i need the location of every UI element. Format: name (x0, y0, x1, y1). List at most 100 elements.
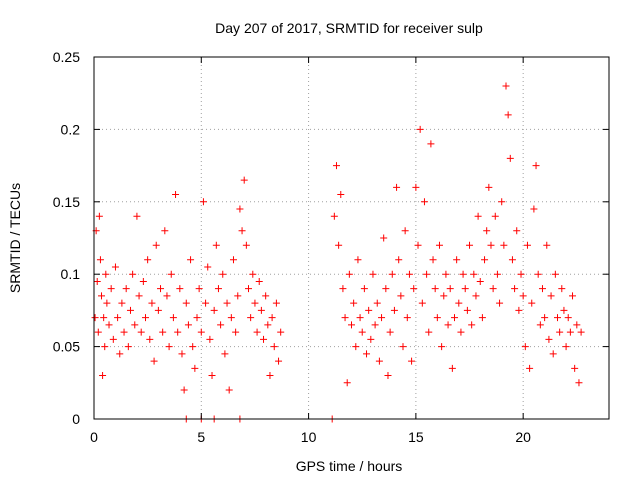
data-point (442, 270, 450, 278)
data-point (429, 256, 437, 264)
x-tick-label: 0 (90, 429, 98, 445)
data-point (468, 321, 476, 329)
data-point (96, 256, 104, 264)
data-point (95, 212, 103, 220)
data-point (405, 270, 413, 278)
data-point (275, 357, 283, 365)
data-point (165, 343, 173, 351)
data-point (249, 270, 257, 278)
data-point (277, 328, 285, 336)
data-point (150, 357, 158, 365)
data-point (425, 328, 433, 336)
data-point (515, 306, 523, 314)
data-point (491, 212, 499, 220)
data-point (556, 328, 564, 336)
data-point (133, 212, 141, 220)
data-point (217, 321, 225, 329)
data-point (142, 314, 149, 322)
x-tick-label: 20 (515, 429, 531, 445)
data-point (122, 285, 130, 293)
data-point (532, 162, 540, 170)
data-point (420, 198, 428, 206)
data-point (569, 292, 577, 300)
data-point (197, 328, 205, 336)
data-point (101, 343, 109, 351)
data-point (189, 343, 197, 351)
data-point (360, 285, 368, 293)
data-point (551, 270, 559, 278)
data-point (573, 321, 581, 329)
data-point (496, 299, 504, 307)
data-point (129, 270, 137, 278)
data-point (373, 299, 381, 307)
data-point (345, 270, 353, 278)
data-point (431, 285, 439, 293)
data-point (114, 314, 122, 322)
data-point (481, 256, 489, 264)
data-point (395, 256, 403, 264)
data-point (418, 299, 426, 307)
data-point (575, 379, 583, 387)
data-point (242, 241, 250, 249)
data-point (363, 350, 371, 358)
data-point (489, 285, 497, 293)
data-point (472, 292, 480, 300)
data-point (223, 299, 231, 307)
data-point (199, 198, 207, 206)
data-point (513, 227, 521, 235)
data-point (260, 335, 268, 343)
data-point (459, 270, 467, 278)
data-point (109, 335, 117, 343)
data-point (483, 227, 491, 235)
data-point (451, 314, 458, 322)
data-point (466, 241, 474, 249)
data-point (380, 234, 388, 242)
data-point (457, 328, 465, 336)
data-point (268, 314, 276, 322)
data-point (453, 256, 461, 264)
data-point (240, 176, 248, 184)
data-point (414, 241, 422, 249)
data-point (386, 328, 394, 336)
y-axis-ticks: 0 0.05 0.1 0.15 0.2 0.25 (53, 49, 609, 427)
data-point (423, 270, 431, 278)
data-point (354, 256, 362, 264)
data-point (571, 364, 579, 372)
data-point (257, 306, 265, 314)
data-point (238, 227, 246, 235)
data-point (371, 321, 379, 329)
data-point (176, 285, 184, 293)
data-point (341, 314, 349, 322)
data-point (470, 270, 478, 278)
data-point (105, 321, 113, 329)
data-point (485, 183, 493, 191)
data-point (554, 314, 561, 322)
data-point (502, 82, 510, 90)
data-point (528, 299, 536, 307)
data-point (148, 299, 156, 307)
data-point (212, 241, 220, 249)
chart-title: Day 207 of 2017, SRMTID for receiver sul… (215, 20, 483, 36)
data-point (455, 299, 463, 307)
data-point (107, 285, 115, 293)
data-point (526, 364, 534, 372)
data-point (523, 241, 531, 249)
data-point (335, 241, 343, 249)
data-point (549, 350, 557, 358)
data-point (126, 306, 134, 314)
data-point (247, 314, 255, 322)
data-point (399, 343, 407, 351)
data-point (221, 350, 229, 358)
data-point (343, 379, 351, 387)
data-point (332, 162, 340, 170)
data-point (193, 314, 201, 322)
data-point (253, 328, 261, 336)
data-point (234, 292, 242, 300)
data-point (206, 335, 214, 343)
data-point (412, 183, 420, 191)
data-point (187, 256, 195, 264)
data-point (232, 328, 240, 336)
data-point (438, 343, 446, 351)
data-point (448, 364, 456, 372)
